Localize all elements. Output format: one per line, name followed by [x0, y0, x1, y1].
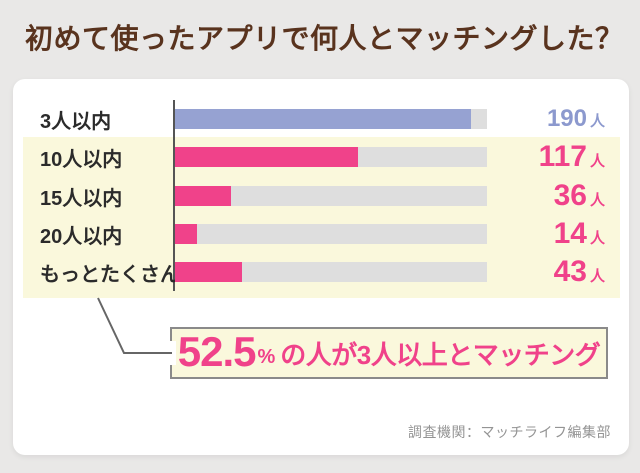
bar-category-label: もっとたくさん — [40, 263, 180, 286]
bar-fill — [175, 109, 472, 129]
bar-row: 15人以内 36 人 — [13, 177, 629, 215]
bar-category-label: 3人以内 — [40, 110, 112, 133]
bar-row: もっとたくさん 43 人 — [13, 253, 629, 291]
bar-value-unit: 人 — [589, 153, 605, 170]
bar-track — [175, 147, 487, 167]
bar-row: 10人以内 117 人 — [13, 138, 629, 176]
bar-value-number: 117 — [538, 140, 587, 173]
bar-fill — [175, 186, 232, 206]
bar-row: 3人以内 190 人 — [13, 100, 629, 138]
bar-value-unit: 人 — [589, 192, 605, 209]
callout-box: 52.5 % の人が3人以上とマッチング — [170, 327, 608, 379]
bar-category-label: 20人以内 — [40, 225, 123, 248]
bar-track — [175, 262, 487, 282]
callout-text: の人が3人以上とマッチング — [280, 339, 601, 370]
page-title: 初めて使ったアプリで何人とマッチングした？ — [25, 23, 624, 54]
bar-value-unit: 人 — [589, 113, 605, 130]
callout-percent-value: 52.5 — [177, 328, 257, 375]
bar-value-unit: 人 — [589, 230, 605, 247]
bar-value: 190 人 — [547, 105, 605, 133]
bar-value: 43 人 — [554, 255, 605, 289]
bar-value-number: 43 — [553, 255, 587, 288]
bar-row: 20人以内 14 人 — [13, 215, 629, 253]
bar-value-number: 36 — [553, 179, 587, 212]
bar-category-label: 10人以内 — [40, 148, 123, 171]
bar-fill — [175, 147, 358, 167]
bar-fill — [175, 262, 243, 282]
bar-track — [175, 186, 487, 206]
bar-track — [175, 224, 487, 244]
bar-fill — [175, 224, 197, 244]
bar-value: 14 人 — [554, 217, 605, 251]
bar-track — [175, 109, 487, 129]
bar-category-label: 15人以内 — [40, 187, 123, 210]
callout-percent-sign: % — [257, 346, 276, 368]
bar-value-number: 14 — [553, 217, 587, 250]
bar-value: 117 人 — [539, 140, 605, 174]
chart-axis-line — [173, 100, 175, 291]
source-note: 調査機関：マッチライフ編集部 — [408, 424, 611, 440]
bar-value: 36 人 — [554, 179, 605, 213]
bar-value-number: 190 — [546, 105, 587, 132]
chart-card: 3人以内 190 人 10人以内 117 人 15人以内 — [13, 79, 629, 455]
bar-value-unit: 人 — [589, 268, 605, 285]
